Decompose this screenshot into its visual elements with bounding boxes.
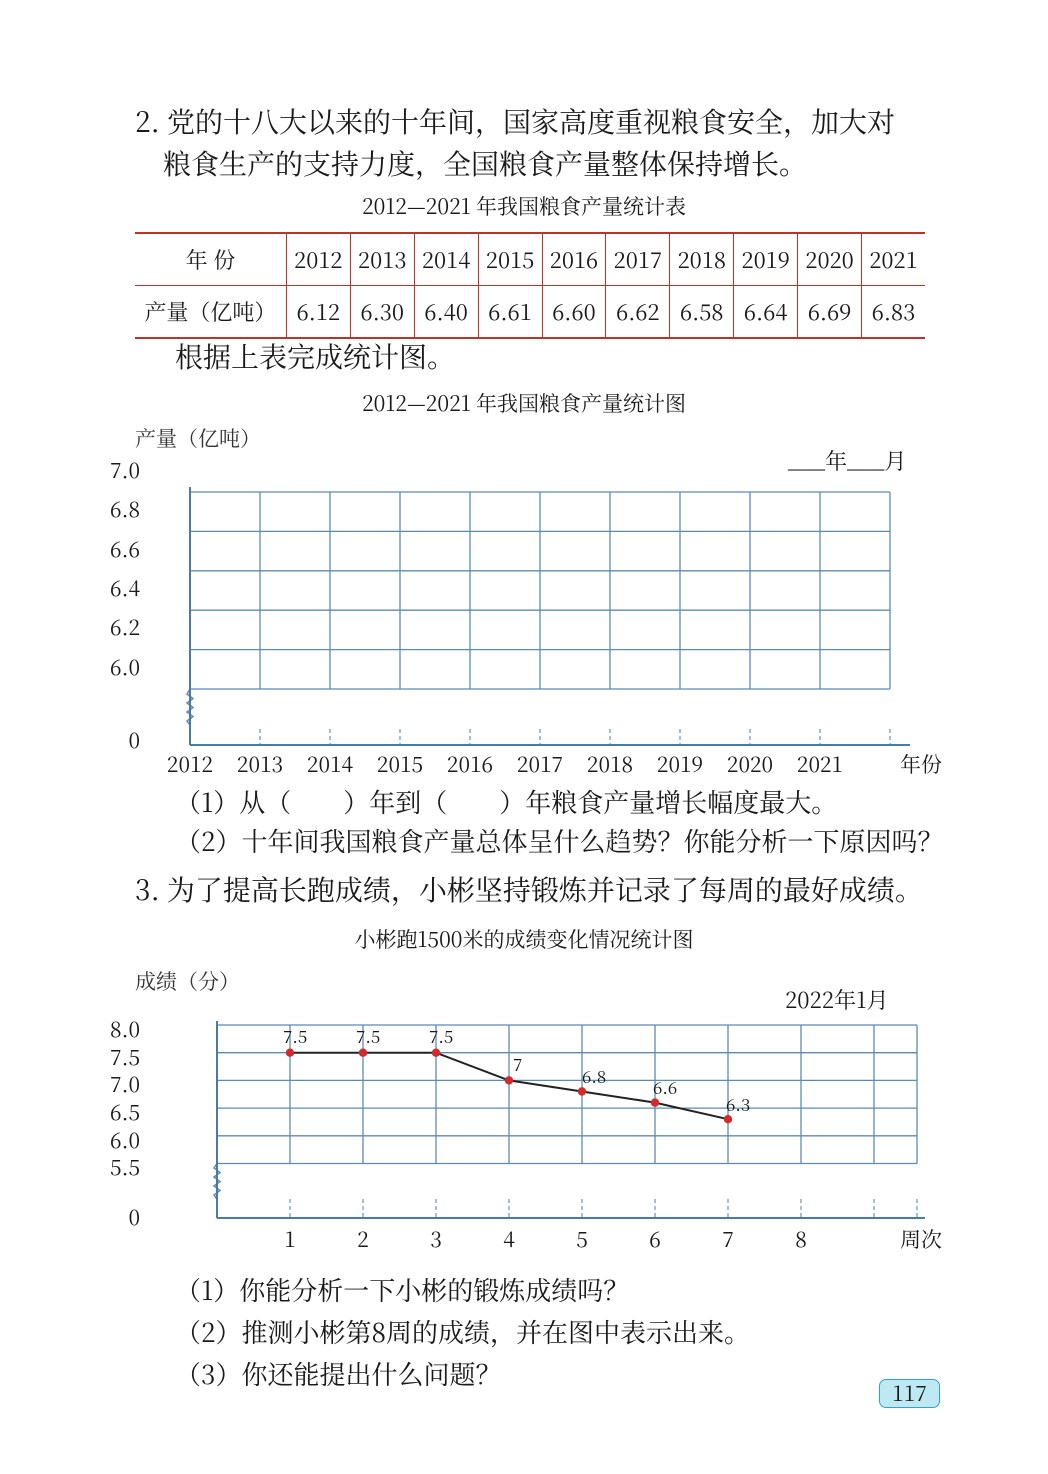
svg-text:7.5: 7.5 [283, 1023, 307, 1048]
svg-text:7: 7 [513, 1051, 522, 1076]
svg-text:6.6: 6.6 [653, 1074, 677, 1099]
svg-text:6.3: 6.3 [726, 1091, 750, 1116]
svg-text:7.5: 7.5 [356, 1023, 380, 1048]
svg-text:6.8: 6.8 [582, 1063, 606, 1088]
svg-text:7.5: 7.5 [429, 1023, 453, 1048]
